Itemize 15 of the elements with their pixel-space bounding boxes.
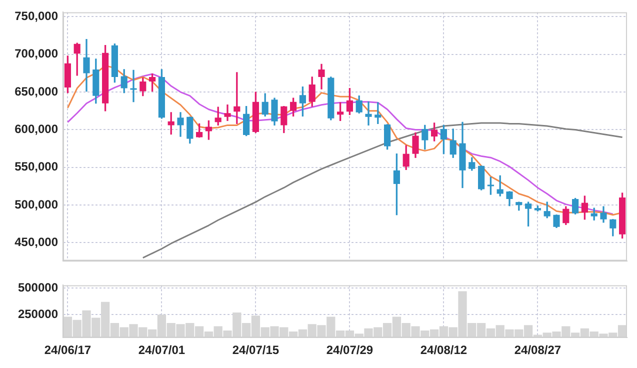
x-tick-label: 24/08/27	[514, 343, 562, 358]
y-tick-label: 700,000	[14, 46, 58, 61]
y-tick-label: 750,000	[14, 9, 58, 24]
y-tick-label: 450,000	[14, 235, 58, 250]
y-tick-label: 500,000	[14, 197, 58, 212]
y-tick-label: 650,000	[14, 84, 58, 98]
x-tick-label: 24/07/01	[138, 343, 186, 358]
y-tick-label: 500000	[18, 280, 58, 294]
x-tick-label: 24/07/15	[232, 343, 280, 358]
x-tick-label: 24/06/17	[44, 343, 92, 358]
y-tick-label: 550,000	[14, 160, 58, 174]
y-tick-label: 600,000	[14, 122, 58, 136]
x-tick-label: 24/08/12	[420, 343, 468, 358]
x-tick-label: 24/07/29	[326, 343, 374, 358]
y-tick-label: 250000	[18, 306, 58, 321]
